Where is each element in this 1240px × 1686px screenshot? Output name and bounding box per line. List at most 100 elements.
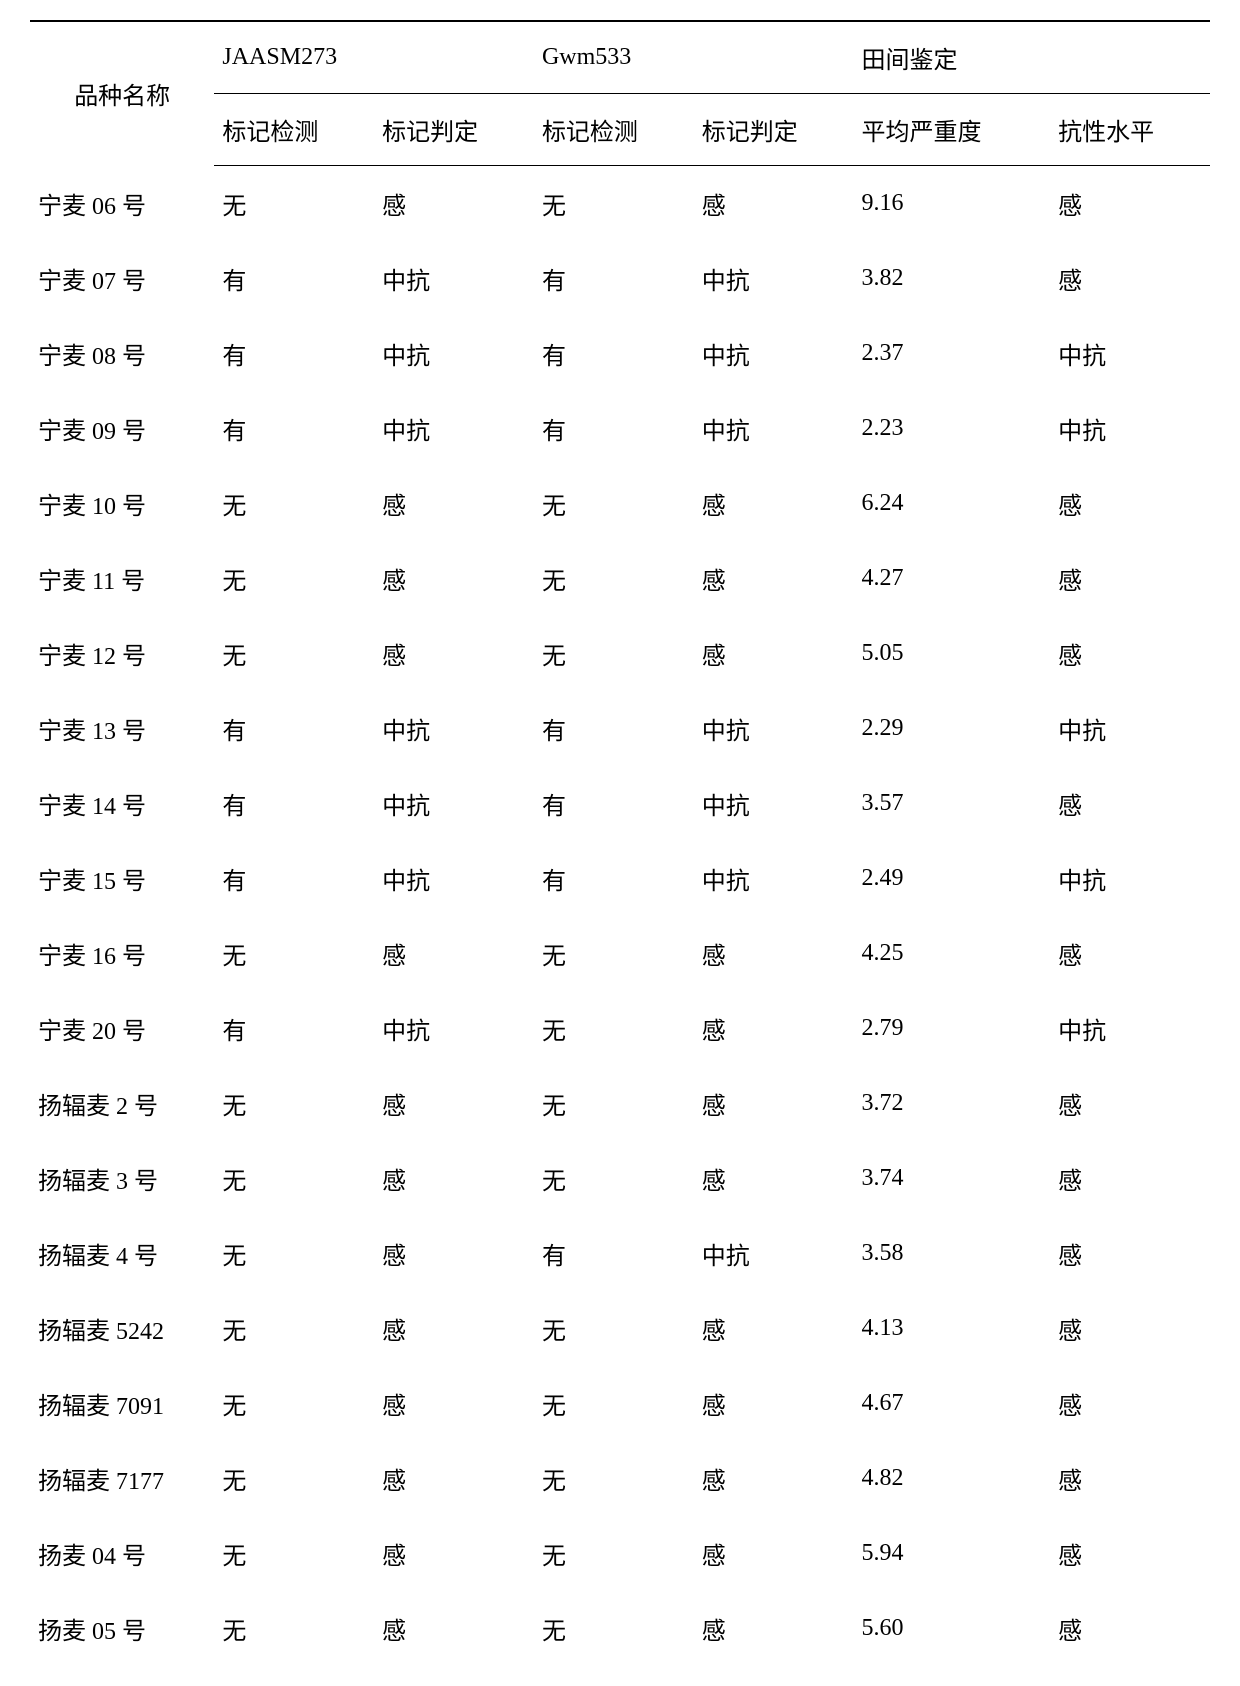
cell-jaasm273-judgement: 中抗 xyxy=(374,691,534,766)
cell-resistance-level: 感 xyxy=(1050,1291,1210,1366)
cell-avg-severity: 3.57 xyxy=(854,766,1051,841)
cell-avg-severity: 4.67 xyxy=(854,1366,1051,1441)
cell-variety: 扬麦 05 号 xyxy=(30,1591,214,1666)
cell-gwm533-detection: 无 xyxy=(534,1441,694,1516)
cell-jaasm273-detection: 无 xyxy=(214,1291,374,1366)
cell-avg-severity: 4.13 xyxy=(854,1291,1051,1366)
cell-resistance-level: 感 xyxy=(1050,1591,1210,1666)
cell-jaasm273-judgement: 中抗 xyxy=(374,391,534,466)
col-variety-name: 品种名称 xyxy=(30,21,214,166)
cell-avg-severity: 2.49 xyxy=(854,841,1051,916)
cell-resistance-level: 感 xyxy=(1050,1366,1210,1441)
cell-resistance-level: 感 xyxy=(1050,1141,1210,1216)
cell-gwm533-judgement: 感 xyxy=(694,1141,854,1216)
cell-resistance-level: 感 xyxy=(1050,916,1210,991)
cell-variety: 扬辐麦 3 号 xyxy=(30,1141,214,1216)
cell-gwm533-detection: 有 xyxy=(534,691,694,766)
cell-gwm533-judgement: 感 xyxy=(694,166,854,242)
cell-gwm533-judgement: 感 xyxy=(694,991,854,1066)
cell-jaasm273-judgement: 感 xyxy=(374,916,534,991)
cell-jaasm273-detection: 有 xyxy=(214,241,374,316)
cell-jaasm273-detection: 有 xyxy=(214,316,374,391)
cell-jaasm273-detection: 有 xyxy=(214,391,374,466)
table-row: 宁麦 14 号有中抗有中抗3.57感 xyxy=(30,766,1210,841)
cell-resistance-level: 感 xyxy=(1050,166,1210,242)
col-gwm533-detection: 标记检测 xyxy=(534,94,694,166)
cell-jaasm273-detection: 无 xyxy=(214,166,374,242)
cell-jaasm273-detection: 有 xyxy=(214,841,374,916)
cell-gwm533-judgement: 感 xyxy=(694,1366,854,1441)
cell-gwm533-detection: 无 xyxy=(534,1291,694,1366)
cell-jaasm273-judgement: 感 xyxy=(374,1141,534,1216)
cell-variety: 宁麦 11 号 xyxy=(30,541,214,616)
cell-resistance-level: 感 xyxy=(1050,1216,1210,1291)
cell-resistance-level: 中抗 xyxy=(1050,691,1210,766)
table-row: 宁麦 08 号有中抗有中抗2.37中抗 xyxy=(30,316,1210,391)
cell-jaasm273-judgement: 感 xyxy=(374,1066,534,1141)
cell-variety: 宁麦 12 号 xyxy=(30,616,214,691)
col-jaasm273-detection: 标记检测 xyxy=(214,94,374,166)
cell-jaasm273-detection: 无 xyxy=(214,1216,374,1291)
cell-avg-severity: 3.72 xyxy=(854,1066,1051,1141)
cell-avg-severity: 3.58 xyxy=(854,1216,1051,1291)
table-row: 扬辐麦 2 号无感无感3.72感 xyxy=(30,1066,1210,1141)
cell-gwm533-detection: 无 xyxy=(534,916,694,991)
cell-variety: 宁麦 06 号 xyxy=(30,166,214,242)
cell-variety: 扬辐麦 7177 xyxy=(30,1441,214,1516)
table-row: 扬麦 05 号无感无感5.60感 xyxy=(30,1591,1210,1666)
cell-avg-severity: 5.60 xyxy=(854,1591,1051,1666)
table-row: 扬辐麦 4 号无感有中抗3.58感 xyxy=(30,1216,1210,1291)
cell-gwm533-judgement: 感 xyxy=(694,1441,854,1516)
table-row: 宁麦 13 号有中抗有中抗2.29中抗 xyxy=(30,691,1210,766)
table-row: 宁麦 10 号无感无感6.24感 xyxy=(30,466,1210,541)
cell-resistance-level: 感 xyxy=(1050,1516,1210,1591)
cell-variety: 宁麦 09 号 xyxy=(30,391,214,466)
cell-gwm533-judgement: 中抗 xyxy=(694,766,854,841)
cell-avg-severity: 3.74 xyxy=(854,1141,1051,1216)
cell-gwm533-judgement: 感 xyxy=(694,916,854,991)
cell-jaasm273-detection: 无 xyxy=(214,616,374,691)
cell-jaasm273-detection: 无 xyxy=(214,1366,374,1441)
cell-resistance-level: 感 xyxy=(1050,1441,1210,1516)
cell-resistance-level: 感 xyxy=(1050,766,1210,841)
col-group-jaasm273: JAASM273 xyxy=(214,21,534,94)
cell-resistance-level: 中抗 xyxy=(1050,991,1210,1066)
table-row: 宁麦 15 号有中抗有中抗2.49中抗 xyxy=(30,841,1210,916)
table-row: 宁麦 16 号无感无感4.25感 xyxy=(30,916,1210,991)
cell-jaasm273-detection: 有 xyxy=(214,691,374,766)
col-group-field-identification: 田间鉴定 xyxy=(854,21,1211,94)
cell-gwm533-detection: 有 xyxy=(534,766,694,841)
table-row: 宁麦 12 号无感无感5.05感 xyxy=(30,616,1210,691)
cell-jaasm273-judgement: 中抗 xyxy=(374,241,534,316)
cell-variety: 宁麦 20 号 xyxy=(30,991,214,1066)
cell-resistance-level: 中抗 xyxy=(1050,391,1210,466)
cell-jaasm273-detection: 无 xyxy=(214,1141,374,1216)
cell-variety: 宁麦 13 号 xyxy=(30,691,214,766)
marker-identification-table: 品种名称 JAASM273 Gwm533 田间鉴定 标记检测 标记判定 标记检测… xyxy=(30,20,1210,1666)
table-row: 扬麦 04 号无感无感5.94感 xyxy=(30,1516,1210,1591)
cell-gwm533-judgement: 感 xyxy=(694,1066,854,1141)
table-row: 扬辐麦 7177无感无感4.82感 xyxy=(30,1441,1210,1516)
cell-gwm533-detection: 有 xyxy=(534,1216,694,1291)
cell-jaasm273-judgement: 感 xyxy=(374,1291,534,1366)
cell-resistance-level: 感 xyxy=(1050,241,1210,316)
cell-gwm533-judgement: 中抗 xyxy=(694,841,854,916)
cell-jaasm273-judgement: 感 xyxy=(374,1516,534,1591)
cell-variety: 扬辐麦 2 号 xyxy=(30,1066,214,1141)
table-row: 宁麦 07 号有中抗有中抗3.82感 xyxy=(30,241,1210,316)
cell-jaasm273-detection: 无 xyxy=(214,1066,374,1141)
cell-resistance-level: 中抗 xyxy=(1050,841,1210,916)
cell-gwm533-judgement: 感 xyxy=(694,616,854,691)
cell-gwm533-detection: 有 xyxy=(534,841,694,916)
cell-resistance-level: 感 xyxy=(1050,616,1210,691)
cell-jaasm273-judgement: 感 xyxy=(374,166,534,242)
cell-jaasm273-judgement: 感 xyxy=(374,1216,534,1291)
table-header: 品种名称 JAASM273 Gwm533 田间鉴定 标记检测 标记判定 标记检测… xyxy=(30,21,1210,166)
cell-gwm533-detection: 无 xyxy=(534,616,694,691)
cell-jaasm273-detection: 无 xyxy=(214,541,374,616)
cell-jaasm273-judgement: 中抗 xyxy=(374,841,534,916)
cell-gwm533-detection: 无 xyxy=(534,1366,694,1441)
table-row: 宁麦 06 号无感无感9.16感 xyxy=(30,166,1210,242)
cell-resistance-level: 感 xyxy=(1050,1066,1210,1141)
cell-gwm533-judgement: 感 xyxy=(694,1516,854,1591)
